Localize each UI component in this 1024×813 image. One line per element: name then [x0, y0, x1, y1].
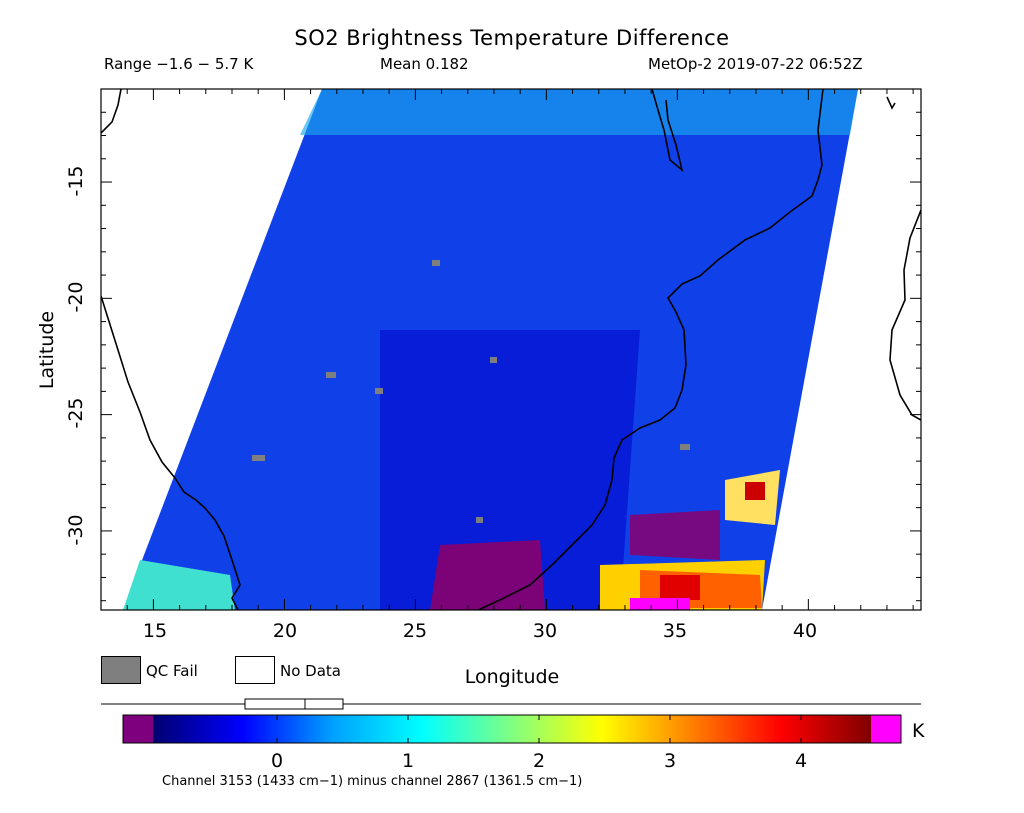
coastline-madagascar — [889, 209, 921, 421]
colorbar-frame — [122, 714, 902, 744]
qc-pixel — [680, 444, 690, 450]
range-indicator — [244, 698, 344, 710]
chart-title: SO2 Brightness Temperature Difference — [294, 26, 730, 50]
colorbar-below-range — [123, 715, 153, 743]
coastline-comoros — [886, 96, 896, 110]
swath-se-red — [660, 575, 700, 600]
qc-pixel — [490, 357, 497, 363]
qc-pixel — [252, 455, 265, 461]
colorbar-ticks — [276, 715, 802, 743]
y-axis-label: Latitude — [36, 310, 58, 390]
colorbar-tick-label: 2 — [532, 750, 546, 772]
y-tick-label: -25 — [65, 397, 87, 429]
qc-pixel — [476, 517, 483, 523]
colorbar-tick-label: 1 — [401, 750, 415, 772]
qc-pixel — [326, 372, 336, 378]
swath-cyan-band — [300, 89, 858, 135]
axis-ticks — [101, 88, 921, 610]
channel-footnote: Channel 3153 (1433 cm−1) minus channel 2… — [162, 774, 583, 789]
coastline-west-africa — [101, 89, 122, 134]
x-tick-label: 35 — [662, 620, 688, 642]
no-data-label: No Data — [280, 662, 341, 680]
x-tick-label: 15 — [142, 620, 168, 642]
qc-fail-label: QC Fail — [146, 662, 198, 680]
y-tick-label: -30 — [65, 514, 87, 546]
coastline-lake-malawi — [651, 89, 684, 173]
qc-pixel — [375, 388, 383, 394]
swath-sw-cyan — [123, 560, 235, 610]
swath-dark-core — [380, 330, 640, 610]
satellite-info: MetOp-2 2019-07-22 06:52Z — [648, 55, 863, 73]
x-tick-label: 30 — [532, 620, 558, 642]
qc-fail-pixels — [252, 260, 690, 523]
qc-pixel — [432, 260, 440, 266]
range-text: Range −1.6 − 5.7 K — [104, 55, 254, 73]
plot-frame — [100, 88, 922, 611]
swath-e-red — [745, 482, 765, 500]
no-data-swatch — [235, 656, 275, 684]
qc-fail-swatch — [101, 656, 141, 684]
y-tick-label: -20 — [65, 281, 87, 313]
coastline-southern-africa — [101, 89, 824, 610]
mean-text: Mean 0.182 — [380, 55, 469, 73]
swath-se-magenta — [630, 598, 690, 610]
colorbar-unit: K — [912, 720, 925, 742]
x-tick-label: 25 — [402, 620, 428, 642]
y-tick-label: -15 — [65, 165, 87, 197]
x-axis-label: Longitude — [464, 666, 560, 688]
swath-purple-patch-east — [630, 510, 720, 560]
colorbar-scale — [153, 715, 871, 743]
colorbar-tick-label: 0 — [270, 750, 284, 772]
colorbar-above-range — [871, 715, 901, 743]
coastlines — [101, 89, 921, 610]
x-tick-label: 20 — [272, 620, 298, 642]
swath-purple-patch — [430, 540, 545, 610]
colorbar-tick-label: 3 — [663, 750, 677, 772]
x-tick-label: 40 — [792, 620, 818, 642]
colorbar-tick-label: 4 — [794, 750, 808, 772]
swath-anomaly-patches — [123, 89, 858, 610]
